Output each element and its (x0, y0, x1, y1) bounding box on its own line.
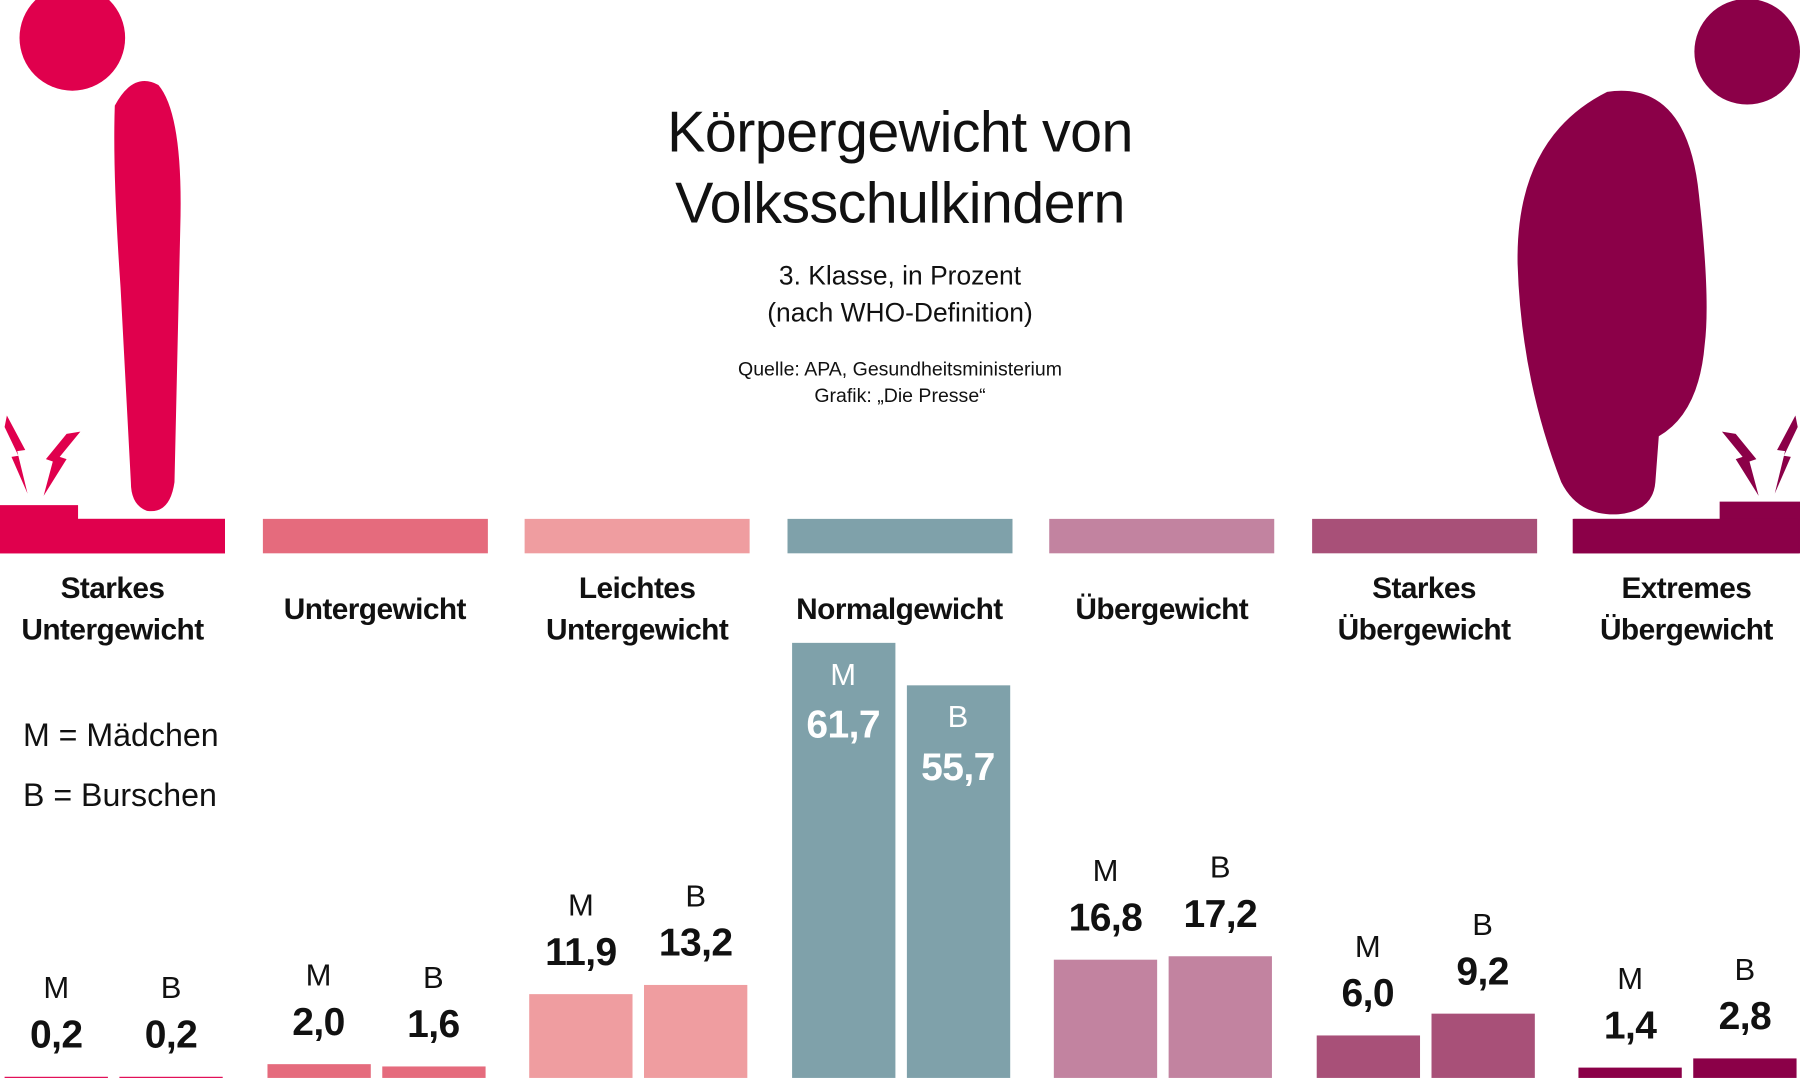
bar (791, 643, 895, 1078)
head-left (19, 0, 126, 91)
value-label: 1,4 (1603, 1004, 1657, 1048)
category-bar (1311, 518, 1537, 554)
series-label: B (685, 878, 706, 914)
bar (266, 1063, 371, 1078)
category-bar (786, 518, 1012, 554)
bar (1316, 1035, 1420, 1078)
category-label: Übergewicht (1075, 591, 1249, 626)
bar (1053, 959, 1158, 1078)
series-label: B (947, 699, 969, 735)
legend-entry: B = Burschen (22, 777, 217, 813)
value-label: 0,2 (29, 1012, 83, 1057)
bar (1168, 956, 1272, 1078)
series-label: M (1617, 961, 1644, 997)
value-label: 16,8 (1068, 895, 1143, 940)
bolt (1721, 431, 1759, 496)
bolt (4, 415, 28, 494)
category-label: Untergewicht (283, 591, 467, 626)
series-label: B (1734, 951, 1756, 987)
value-label: 17,2 (1183, 892, 1258, 937)
bar (529, 994, 633, 1078)
value-label: 2,8 (1718, 994, 1772, 1039)
series-label: M (305, 957, 332, 993)
bar (906, 685, 1010, 1078)
legend-entry: M = Mädchen (22, 717, 219, 754)
bar (644, 984, 748, 1078)
category-label: Normalgewicht (796, 591, 1003, 626)
series-label: B (160, 970, 182, 1005)
series-label: B (1472, 906, 1493, 942)
body-left (114, 81, 181, 512)
bar (381, 1066, 486, 1078)
category-bar (1573, 518, 1799, 554)
series-label: B (1209, 850, 1231, 885)
bar (4, 1076, 108, 1078)
series-label: M (1092, 853, 1119, 888)
series-label: M (830, 657, 857, 692)
category-bar (262, 518, 488, 554)
subtitle: 3. Klasse, in Prozent (778, 260, 1022, 291)
category-bar (0, 518, 226, 554)
bolt (1774, 415, 1798, 494)
source: Quelle: APA, Gesundheitsministerium (738, 358, 1062, 380)
bar (1693, 1058, 1797, 1078)
series-label: B (423, 960, 444, 995)
bar (119, 1076, 223, 1078)
value-label: 2,0 (292, 1000, 345, 1044)
bolt (43, 431, 81, 496)
bar (1430, 1013, 1535, 1078)
series-label: M (43, 970, 70, 1005)
source: Grafik: „Die Presse“ (814, 384, 986, 407)
category-label: Leichtes Untergewicht (546, 570, 729, 647)
value-label: 9,2 (1456, 949, 1509, 993)
value-label: 61,7 (806, 703, 881, 747)
category-label: Starkes Übergewicht (1337, 570, 1511, 647)
category-bar (1049, 518, 1275, 554)
body-right (1517, 90, 1707, 515)
head-right (1694, 0, 1800, 105)
series-label: M (567, 887, 594, 923)
value-label: 11,9 (545, 930, 617, 974)
value-label: 0,2 (144, 1012, 198, 1057)
value-label: 13,2 (658, 921, 733, 965)
bar (1578, 1068, 1682, 1078)
category-label: Starkes Untergewicht (21, 570, 204, 647)
value-label: 6,0 (1341, 971, 1395, 1016)
value-label: 55,7 (921, 745, 995, 790)
category-label: Extremes Übergewicht (1599, 570, 1773, 647)
category-bar (524, 518, 750, 554)
subtitle: (nach WHO-Definition) (767, 297, 1033, 328)
chart-title: Körpergewicht von Volksschulkindern (667, 99, 1133, 236)
series-label: M (1354, 929, 1381, 964)
value-label: 1,6 (407, 1002, 460, 1047)
